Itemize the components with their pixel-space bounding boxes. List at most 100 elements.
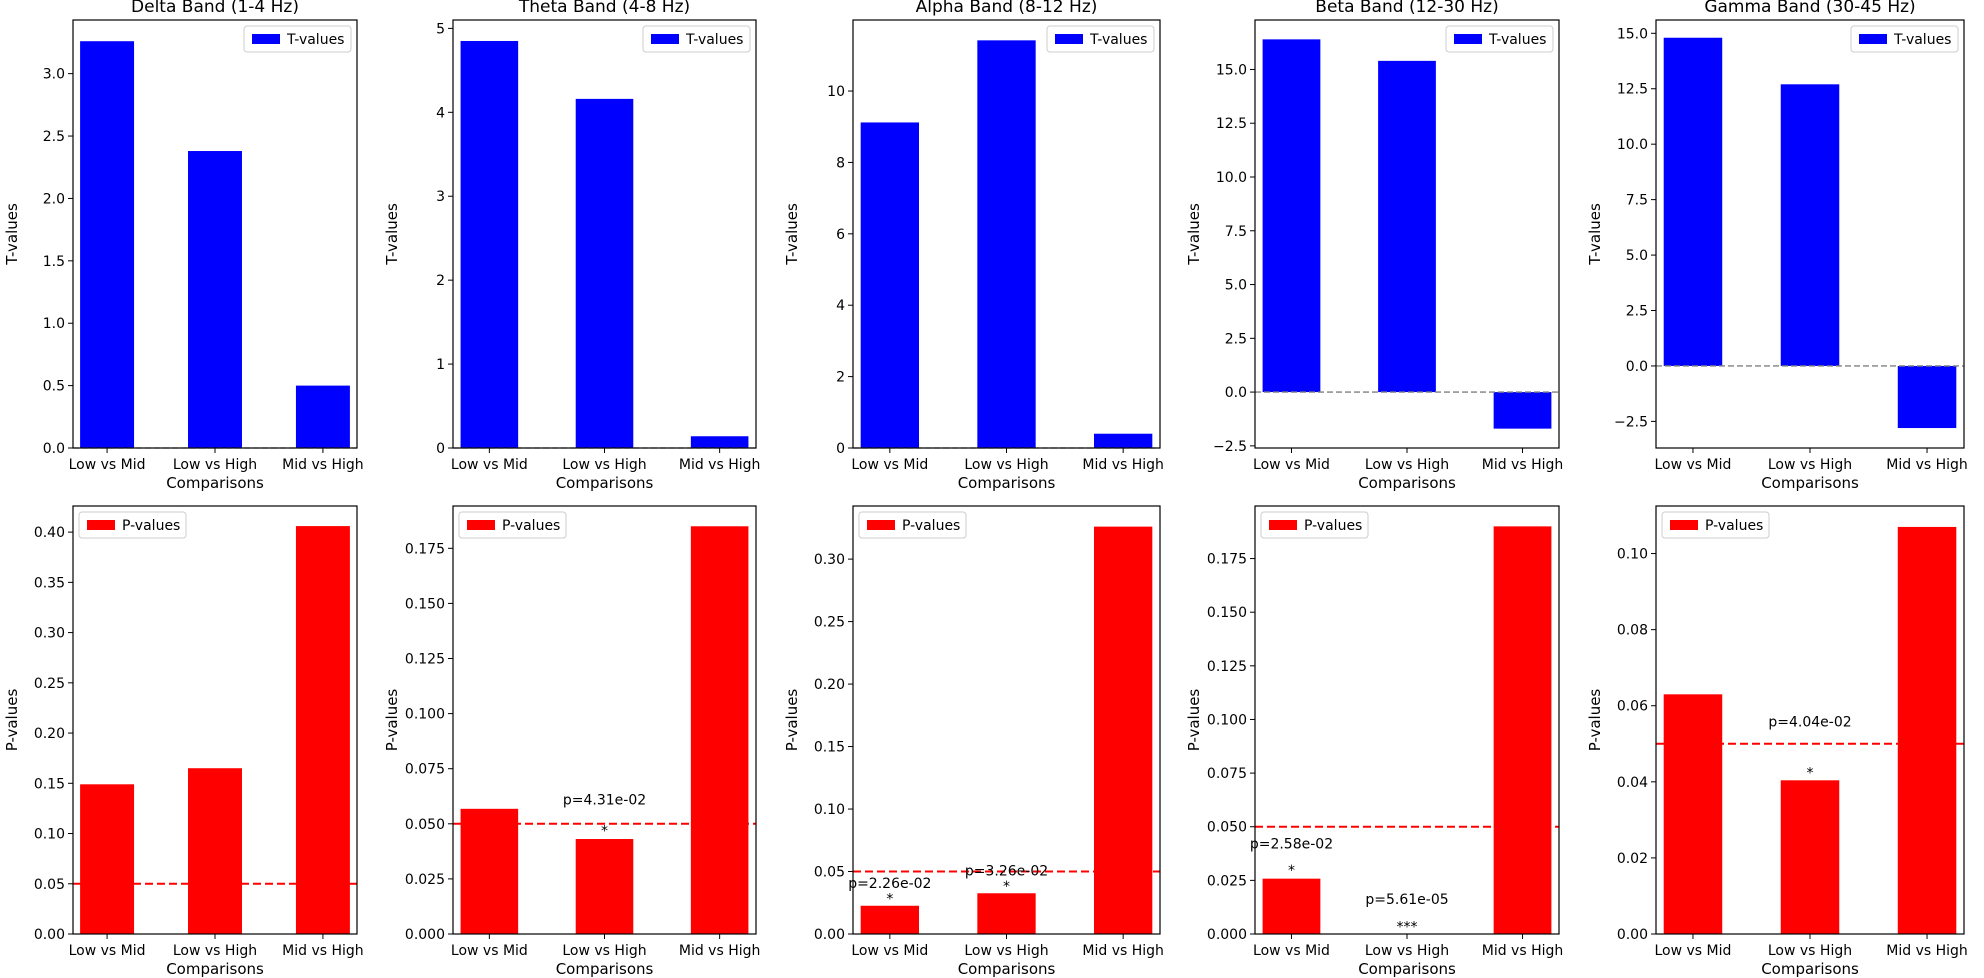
y-tick-label: 0.000 bbox=[405, 927, 445, 943]
bar-1 bbox=[1262, 878, 1321, 934]
y-tick-label: 0.05 bbox=[814, 865, 845, 881]
y-tick-label: 0.025 bbox=[1207, 873, 1247, 889]
subplot-t-0: 0.0 0.5 1.0 1.5 2.0 2.5 3.0 Low vs Mid Low vs Hi… bbox=[3, 0, 364, 492]
bar-3 bbox=[1493, 526, 1552, 934]
y-axis-label: P-values bbox=[1185, 689, 1203, 752]
y-tick-label: 0.20 bbox=[34, 726, 65, 742]
x-tick-label: Low vs Mid bbox=[851, 943, 928, 959]
legend: T-values bbox=[1850, 25, 1959, 53]
x-tick-label: Low vs High bbox=[1365, 457, 1449, 473]
significance-star: * bbox=[1003, 879, 1010, 895]
y-tick-label: 4 bbox=[436, 105, 445, 121]
significance-star: * bbox=[886, 891, 893, 907]
x-tick-label: Mid vs High bbox=[1482, 943, 1564, 959]
y-tick-label: −2.5 bbox=[1213, 439, 1247, 455]
bar-1 bbox=[1663, 694, 1723, 934]
y-axis-label: P-values bbox=[383, 689, 401, 752]
x-tick-label: Low vs High bbox=[173, 457, 257, 473]
legend-label: P-values bbox=[1705, 518, 1763, 534]
bar-2 bbox=[188, 151, 242, 449]
y-tick-label: 0.175 bbox=[1207, 552, 1247, 568]
y-tick-label: 1.0 bbox=[43, 316, 65, 332]
y-tick-label: 0.00 bbox=[814, 927, 845, 943]
x-axis-label: Comparisons bbox=[1358, 474, 1456, 492]
legend: T-values bbox=[1046, 25, 1155, 53]
y-tick-label: 5 bbox=[436, 21, 445, 37]
x-tick-label: Mid vs High bbox=[282, 943, 364, 959]
y-tick-label: 2.0 bbox=[43, 191, 65, 207]
y-tick-label: 2.5 bbox=[43, 129, 65, 145]
y-tick-label: 0.5 bbox=[43, 379, 65, 395]
x-tick-label: Low vs High bbox=[964, 943, 1048, 959]
x-tick-label: Low vs High bbox=[1768, 457, 1852, 473]
y-tick-label: 0.150 bbox=[1207, 605, 1247, 621]
legend-box bbox=[1046, 25, 1155, 53]
x-tick-label: Low vs Mid bbox=[1655, 457, 1732, 473]
x-axis-label: Comparisons bbox=[1358, 960, 1456, 978]
x-tick-label: Low vs High bbox=[173, 943, 257, 959]
bar-1 bbox=[1663, 37, 1723, 366]
y-tick-label: 0.20 bbox=[814, 677, 845, 693]
legend-swatch bbox=[1454, 34, 1482, 44]
significance-star: * bbox=[1288, 863, 1295, 879]
legend-swatch bbox=[467, 520, 495, 530]
y-tick-label: 0.0 bbox=[1626, 359, 1648, 375]
y-axis-label: T-values bbox=[1586, 203, 1604, 266]
y-axis-label: P-values bbox=[783, 689, 801, 752]
subplot-t-1: 0 1 2 3 4 5 Low vs Mid Low vs High Mid vs High Co… bbox=[383, 0, 760, 492]
x-tick-label: Mid vs High bbox=[679, 943, 761, 959]
y-tick-label: 0.075 bbox=[405, 762, 445, 778]
x-tick-label: Low vs Mid bbox=[1253, 943, 1330, 959]
y-tick-label: 0 bbox=[436, 441, 445, 457]
legend-label: T-values bbox=[286, 32, 344, 48]
legend-label: T-values bbox=[685, 32, 743, 48]
y-tick-label: 2.5 bbox=[1225, 331, 1247, 347]
legend: P-values bbox=[78, 511, 187, 539]
bar-3 bbox=[1897, 526, 1957, 934]
x-tick-label: Low vs High bbox=[1365, 943, 1449, 959]
x-axis-label: Comparisons bbox=[958, 960, 1056, 978]
subplot-title: Theta Band (4-8 Hz) bbox=[518, 0, 690, 17]
bar-2 bbox=[575, 98, 634, 448]
x-tick-label: Low vs Mid bbox=[69, 943, 146, 959]
y-tick-label: 0.40 bbox=[34, 525, 65, 541]
legend-box bbox=[1661, 511, 1770, 539]
x-tick-label: Low vs Mid bbox=[851, 457, 928, 473]
bar-3 bbox=[690, 526, 749, 934]
legend-swatch bbox=[651, 34, 679, 44]
legend-swatch bbox=[1670, 520, 1698, 530]
y-tick-label: 0.30 bbox=[34, 626, 65, 642]
y-tick-label: 4 bbox=[836, 298, 845, 314]
x-tick-label: Low vs High bbox=[562, 457, 646, 473]
y-tick-label: 0.050 bbox=[405, 817, 445, 833]
y-tick-label: 7.5 bbox=[1225, 224, 1247, 240]
x-axis-label: Comparisons bbox=[1761, 960, 1859, 978]
x-tick-label: Low vs High bbox=[1768, 943, 1852, 959]
y-tick-label: 0.08 bbox=[1617, 623, 1648, 639]
y-tick-label: 7.5 bbox=[1626, 193, 1648, 209]
bar-2 bbox=[1378, 60, 1436, 393]
bar-3 bbox=[1493, 392, 1552, 429]
bar-2 bbox=[977, 893, 1036, 934]
x-axis-label: Comparisons bbox=[1761, 474, 1859, 492]
y-tick-label: 0.02 bbox=[1617, 851, 1648, 867]
x-tick-label: Low vs Mid bbox=[451, 457, 528, 473]
y-tick-label: 2 bbox=[836, 370, 845, 386]
x-axis-label: Comparisons bbox=[958, 474, 1056, 492]
y-axis-label: T-values bbox=[1185, 203, 1203, 266]
x-tick-label: Mid vs High bbox=[1482, 457, 1564, 473]
y-tick-label: 1.5 bbox=[43, 254, 65, 270]
y-tick-label: 0.10 bbox=[814, 802, 845, 818]
y-tick-label: 5.0 bbox=[1225, 278, 1247, 294]
y-tick-label: 12.5 bbox=[1216, 116, 1247, 132]
legend-label: P-values bbox=[1304, 518, 1362, 534]
x-tick-label: Low vs High bbox=[964, 457, 1048, 473]
bar-3 bbox=[295, 385, 350, 448]
subplot-t-4: −2.5 0.0 2.5 5.0 7.5 10.0 12.5 15.0 Low vs Mid Lo… bbox=[1586, 0, 1968, 492]
legend: P-values bbox=[858, 511, 967, 539]
legend-box bbox=[1445, 25, 1554, 53]
y-tick-label: 0.10 bbox=[1617, 547, 1648, 563]
y-tick-label: 0.050 bbox=[1207, 820, 1247, 836]
bar-1 bbox=[80, 41, 135, 448]
